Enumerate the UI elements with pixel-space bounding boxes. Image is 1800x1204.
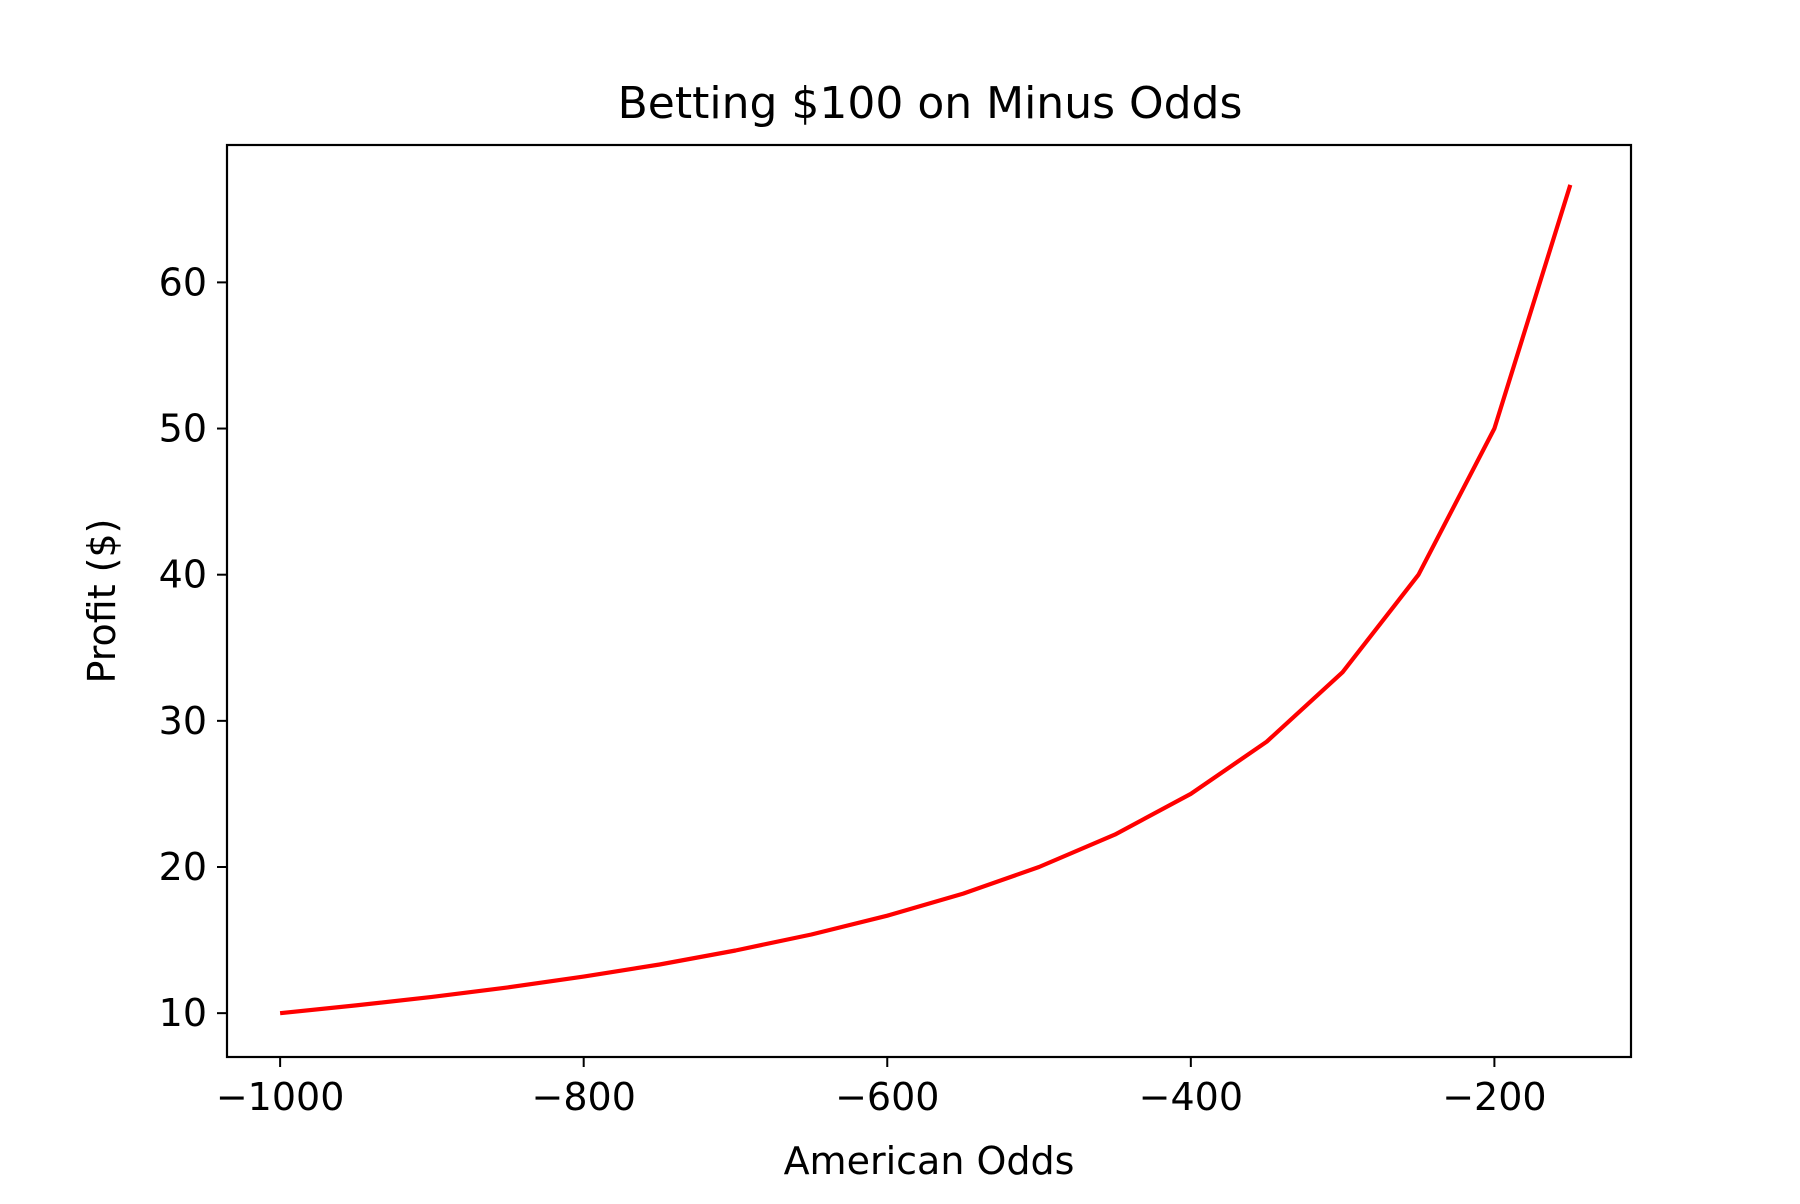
plot-area — [279, 184, 1573, 1016]
y-tick-label: 20 — [159, 845, 207, 889]
y-tick-label: 60 — [159, 260, 207, 304]
x-axis-label: American Odds — [784, 1139, 1075, 1183]
series-line-0 — [279, 184, 1573, 1016]
x-tick-label: −800 — [532, 1075, 636, 1119]
y-tick-label: 40 — [159, 553, 207, 597]
axis-ticks: −1000 −800 −600 −400 −200 10 20 30 40 50 60 — [159, 260, 1547, 1119]
x-tick-label: −1000 — [216, 1075, 345, 1119]
x-tick-label: −600 — [835, 1075, 939, 1119]
x-tick-label: −400 — [1139, 1075, 1243, 1119]
y-tick-label: 30 — [159, 699, 207, 743]
y-tick-label: 10 — [159, 991, 207, 1035]
x-tick-label: −200 — [1442, 1075, 1546, 1119]
plot-frame — [225, 143, 1633, 1059]
y-tick-label: 50 — [159, 407, 207, 451]
chart-title: Betting $100 on Minus Odds — [618, 78, 1243, 129]
y-axis-label: Profit ($) — [80, 518, 124, 683]
